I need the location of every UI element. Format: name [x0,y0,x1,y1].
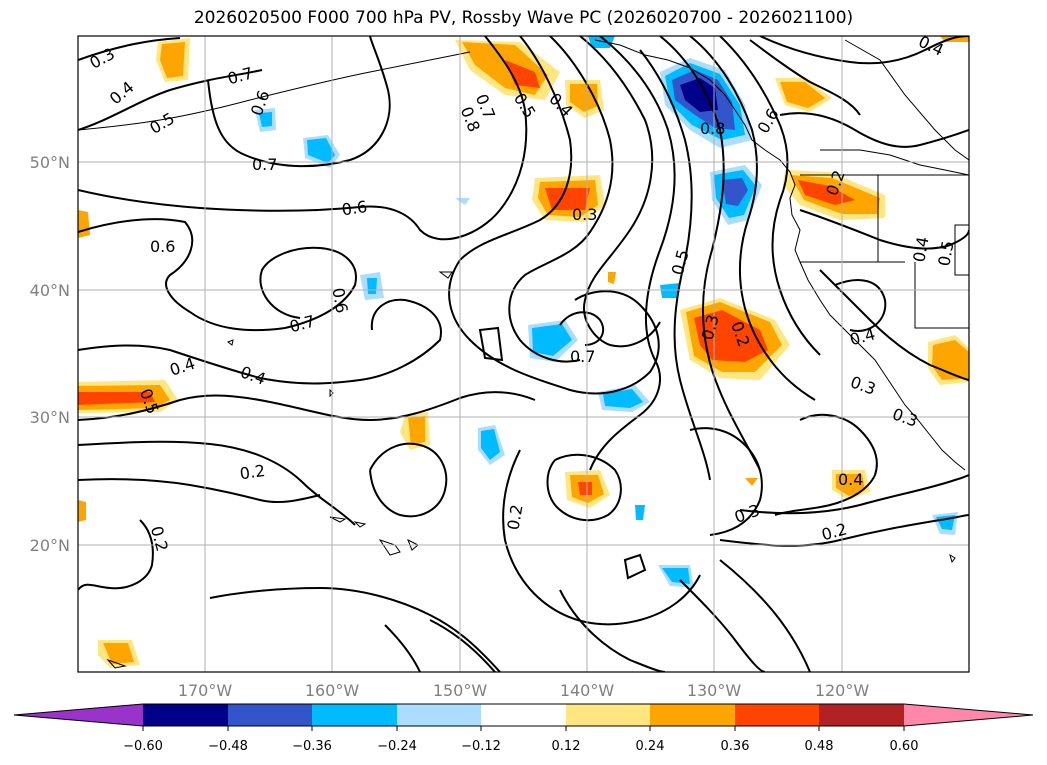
lon-label-140w: 140°W [560,681,615,700]
negative-anomaly-blob [303,135,340,168]
lon-label-160w: 160°W [305,681,360,700]
colorbar-tick-label: 0.12 [552,739,581,754]
colorbar-tick-labels: −0.60 −0.48 −0.36 −0.24 −0.12 0.12 0.24 … [123,739,918,754]
contour-label: 0.7 [570,347,595,366]
positive-anomaly-blob [775,78,832,112]
colorbar-min-extension [14,704,143,726]
contour-label: 0.2 [239,461,267,483]
contour-label: 0.6 [341,197,369,219]
contour-label: 0.3 [572,205,597,224]
colorbar-max-extension [904,704,1033,726]
lon-label-150w: 150°W [433,681,488,700]
coastlines [78,39,969,669]
map-title: 2026020500 F000 700 hPa PV, Rossby Wave … [193,8,854,28]
contour-label: 0.4 [909,235,932,263]
contour-label: 0.7 [252,155,277,174]
colorbar-tick-label: 0.60 [890,739,919,754]
colorbar-tick-label: −0.60 [123,739,163,754]
negative-anomaly-blob [528,320,578,362]
colorbar-segment [566,704,650,726]
contour-label: 0.6 [328,286,351,314]
colorbar-segment [312,704,397,726]
contour-label: 0.4 [838,470,863,489]
lat-label-20n: 20°N [30,536,70,555]
latitude-labels: 50°N 40°N 30°N 20°N [30,153,70,555]
positive-anomaly-blob [400,412,430,450]
lon-label-130w: 130°W [687,681,742,700]
colorbar-segment [228,704,312,726]
pv-contours [78,36,969,672]
lat-label-50n: 50°N [30,153,70,172]
positive-anomaly-blob [783,170,885,220]
contour-label: 0.5 [934,239,957,267]
colorbar-segment [735,704,819,726]
lon-label-120w: 120°W [815,681,870,700]
longitude-labels: 170°W 160°W 150°W 140°W 130°W 120°W [178,681,870,700]
positive-anomaly-blob [680,298,790,380]
lon-label-170w: 170°W [178,681,233,700]
positive-anomaly-blob [78,380,178,413]
colorbar-tick-label: −0.48 [208,739,248,754]
contour-label: 0.8 [700,119,725,138]
colorbar-segment [397,704,481,726]
pv-anomaly-fills [78,36,969,668]
colorbar: −0.60 −0.48 −0.36 −0.24 −0.12 0.12 0.24 … [13,703,1034,754]
colorbar-segment [819,704,904,726]
positive-anomaly-blob [156,38,190,82]
negative-anomaly-blob [658,565,694,588]
colorbar-tick-label: −0.12 [461,739,501,754]
graticule [78,36,969,672]
colorbar-segment [143,704,228,726]
colorbar-tick-label: −0.36 [292,739,332,754]
colorbar-tick-label: 0.24 [636,739,665,754]
map-plot-area: 0.3 0.4 0.5 0.7 0.6 0.7 0.6 0.6 0.7 0.6 … [78,36,969,672]
contour-label: 0.6 [150,237,175,256]
colorbar-tick-label: 0.36 [721,739,750,754]
colorbar-segment [481,704,566,726]
colorbar-segment [650,704,735,726]
colorbar-tick-label: −0.24 [377,739,417,754]
contour-label: 0.2 [503,503,526,531]
colorbar-tick-label: 0.48 [805,739,834,754]
negative-anomaly-blob [478,425,505,465]
negative-anomaly-blob [255,108,276,132]
colorbar-ticks [142,726,905,731]
lat-label-40n: 40°N [30,281,70,300]
map-frame [77,35,970,673]
lat-label-30n: 30°N [30,408,70,427]
